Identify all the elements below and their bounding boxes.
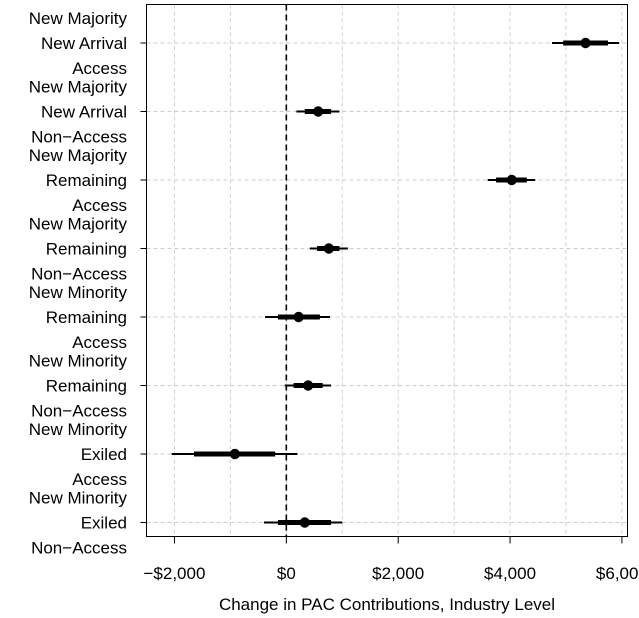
- x-tick-label: $0: [277, 564, 296, 583]
- row-label-group: New Majority: [29, 215, 128, 234]
- row-label-group: New Majority: [29, 146, 128, 165]
- x-tick-label: $2,000: [372, 564, 424, 583]
- row-label-status: Exiled: [81, 514, 127, 533]
- row-label-status: New Arrival: [41, 103, 127, 122]
- point-estimate: [313, 106, 324, 117]
- x-axis-title: Change in PAC Contributions, Industry Le…: [219, 595, 555, 614]
- row-label-group: New Minority: [29, 489, 128, 508]
- x-tick-label: $4,000: [484, 564, 536, 583]
- row-label-group: New Minority: [29, 283, 128, 302]
- row-label-group: New Majority: [29, 9, 128, 28]
- row-label-access: Access: [72, 59, 127, 78]
- row-label-access: Access: [72, 470, 127, 489]
- point-estimates: [229, 37, 591, 528]
- row-label-status: Remaining: [46, 377, 127, 396]
- point-estimate: [580, 37, 591, 49]
- row-label-access: Access: [72, 333, 127, 352]
- x-axis-ticks: −$2,000 $0 $2,000 $4,000 $6,000: [140, 42, 639, 583]
- row-label-access: Non−Access: [31, 402, 127, 421]
- point-estimate: [506, 174, 517, 186]
- row-label-status: New Arrival: [41, 34, 127, 53]
- row-label-group: New Majority: [29, 78, 128, 97]
- point-estimate: [293, 311, 304, 323]
- row-label-access: Non−Access: [31, 539, 127, 558]
- row-label-group: New Minority: [29, 420, 128, 439]
- confidence-intervals: [171, 40, 620, 525]
- row-label-access: Access: [72, 196, 127, 215]
- row-label-access: Non−Access: [31, 265, 127, 284]
- row-label-status: Remaining: [46, 308, 127, 327]
- x-tick-label: $6,000: [596, 564, 639, 583]
- row-label-access: Non−Access: [31, 128, 127, 147]
- x-tick-label: −$2,000: [143, 564, 205, 583]
- point-estimate: [302, 380, 314, 391]
- row-label-group: New Minority: [29, 352, 128, 371]
- row-label-status: Remaining: [46, 171, 127, 190]
- plot-frame: [146, 4, 628, 537]
- grid: [146, 4, 628, 537]
- row-label-status: Exiled: [81, 445, 127, 464]
- point-estimate: [299, 517, 310, 528]
- point-estimate: [229, 448, 241, 460]
- row-label-status: Remaining: [46, 240, 127, 259]
- point-estimate: [323, 243, 335, 254]
